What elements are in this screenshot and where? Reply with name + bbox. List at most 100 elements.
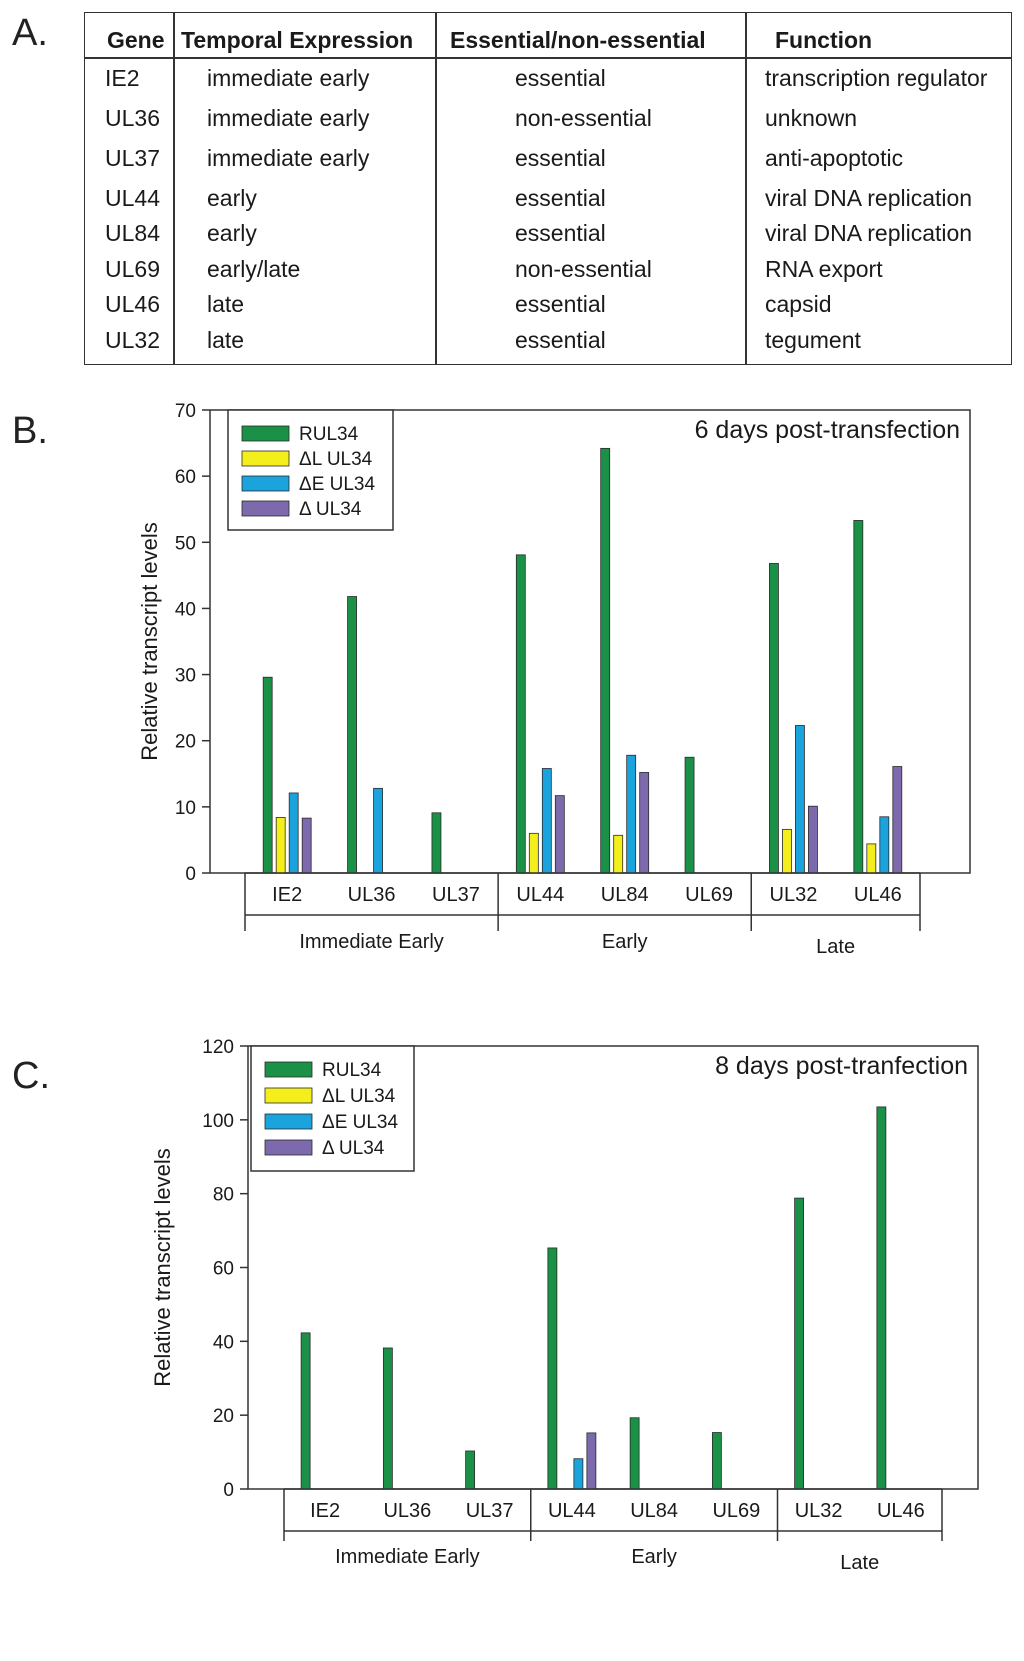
legend: RUL34 ΔL UL34 ΔE UL34 Δ UL34 bbox=[227, 409, 394, 531]
table-cell-temporal: early bbox=[207, 185, 257, 211]
group-label: Immediate Early bbox=[335, 1546, 480, 1568]
table-cell-essential: essential bbox=[515, 291, 606, 317]
legend-label: ΔE UL34 bbox=[299, 474, 375, 495]
group-label: Late bbox=[840, 1552, 879, 1574]
bar-RUL34-UL84 bbox=[600, 447, 611, 874]
y-tick-label: 30 bbox=[175, 666, 196, 687]
legend-label: RUL34 bbox=[299, 424, 359, 445]
bar-dL_UL34-UL44 bbox=[528, 832, 539, 874]
legend-label: Δ UL34 bbox=[299, 499, 362, 520]
bar-dE_UL34-UL32 bbox=[795, 725, 805, 874]
chart-6-days: 0 10 20 30 40 50 60 70 Relative transcript level… bbox=[137, 401, 971, 958]
legend-swatch-RUL34 bbox=[264, 1061, 313, 1078]
table-divider bbox=[435, 13, 437, 364]
legend-swatch-RUL34 bbox=[241, 425, 290, 442]
y-tick-label: 10 bbox=[175, 798, 196, 819]
table-cell-function: tegument bbox=[765, 327, 861, 353]
x-tick-label: UL32 bbox=[770, 884, 818, 906]
x-tick-label: UL36 bbox=[348, 884, 396, 906]
bar-RUL34-UL32 bbox=[769, 563, 779, 874]
table-cell-gene: UL32 bbox=[105, 327, 160, 353]
bar-RUL34-UL37 bbox=[431, 812, 442, 874]
y-tick-label: 40 bbox=[175, 599, 196, 620]
x-tick-label: UL46 bbox=[877, 1500, 925, 1522]
table-cell-function: viral DNA replication bbox=[765, 185, 973, 211]
bar-RUL34-UL69 bbox=[684, 756, 695, 874]
table-cell-temporal: immediate early bbox=[207, 105, 370, 131]
y-tick-label: 0 bbox=[185, 864, 196, 885]
bar-dL_UL34-UL46 bbox=[866, 843, 877, 874]
bar-dL_UL34-UL32 bbox=[782, 828, 792, 874]
table-header-rule bbox=[85, 57, 1011, 59]
legend: RUL34 ΔL UL34 ΔE UL34 Δ UL34 bbox=[250, 1045, 415, 1172]
y-axis-label: Relative transcript levels bbox=[150, 1148, 175, 1386]
bar-RUL34-UL46 bbox=[876, 1106, 887, 1490]
bar-dE_UL34-IE2 bbox=[288, 792, 299, 874]
legend-swatch-dL_UL34 bbox=[241, 450, 290, 467]
table-cell-gene: IE2 bbox=[105, 65, 140, 91]
bar-RUL34-UL84 bbox=[629, 1417, 640, 1490]
bar-d_UL34-IE2 bbox=[301, 817, 312, 874]
table-cell-temporal: early bbox=[207, 220, 257, 246]
x-tick-label: UL69 bbox=[712, 1500, 760, 1522]
table-cell-gene: UL44 bbox=[105, 185, 160, 211]
panel-label-a: A. bbox=[12, 12, 48, 54]
y-tick-label: 20 bbox=[175, 732, 196, 753]
x-tick-label: IE2 bbox=[310, 1500, 340, 1522]
table-cell-temporal: early/late bbox=[207, 256, 301, 282]
table-cell-temporal: immediate early bbox=[207, 145, 370, 171]
x-tick-label: IE2 bbox=[272, 884, 302, 906]
chart-title: 6 days post-transfection bbox=[695, 416, 960, 444]
x-tick-label: UL46 bbox=[854, 884, 902, 906]
table-header-function: Function bbox=[775, 27, 873, 53]
group-label: Late bbox=[816, 936, 855, 958]
chart-8-days: 0 20 40 60 80 100 120 Relative transcript level… bbox=[150, 1037, 979, 1574]
group-label: Immediate Early bbox=[299, 931, 444, 953]
table-cell-gene: UL36 bbox=[105, 105, 160, 131]
table-cell-function: viral DNA replication bbox=[765, 220, 973, 246]
table-header-essential: Essential/non-essential bbox=[450, 27, 706, 53]
y-tick-label: 70 bbox=[175, 401, 196, 422]
table-cell-function: RNA export bbox=[765, 256, 883, 282]
table-divider bbox=[173, 13, 175, 364]
y-tick-label: 0 bbox=[223, 1480, 234, 1501]
y-axis-label: Relative transcript levels bbox=[137, 522, 162, 760]
table-cell-essential: essential bbox=[515, 185, 606, 211]
table-cell-essential: non-essential bbox=[515, 256, 652, 282]
x-tick-label: UL37 bbox=[466, 1500, 514, 1522]
bar-RUL34-UL32 bbox=[794, 1197, 805, 1490]
table-cell-gene: UL37 bbox=[105, 145, 160, 171]
bar-dE_UL34-UL44 bbox=[541, 768, 552, 874]
table-header-gene: Gene bbox=[107, 27, 165, 53]
bar-dE_UL34-UL44 bbox=[573, 1458, 584, 1490]
bar-dL_UL34-UL84 bbox=[613, 834, 624, 874]
bar-dL_UL34-IE2 bbox=[275, 817, 286, 874]
table-cell-temporal: immediate early bbox=[207, 65, 370, 91]
bar-dE_UL34-UL84 bbox=[626, 754, 637, 874]
x-tick-label: UL36 bbox=[383, 1500, 431, 1522]
x-tick-label: UL44 bbox=[516, 884, 564, 906]
table-cell-function: unknown bbox=[765, 105, 858, 131]
y-tick-label: 80 bbox=[213, 1185, 234, 1206]
table-cell-gene: UL69 bbox=[105, 256, 160, 282]
legend-swatch-dL_UL34 bbox=[264, 1087, 313, 1104]
table-divider bbox=[745, 13, 747, 364]
bar-d_UL34-UL32 bbox=[808, 805, 818, 874]
legend-swatch-dE_UL34 bbox=[241, 475, 290, 492]
bar-d_UL34-UL44 bbox=[554, 795, 565, 874]
x-tick-label: UL37 bbox=[432, 884, 480, 906]
bar-RUL34-UL46 bbox=[853, 520, 864, 874]
y-tick-label: 50 bbox=[175, 533, 196, 554]
table-cell-temporal: late bbox=[207, 291, 245, 317]
gene-table: Gene Temporal Expression Essential/non-e… bbox=[84, 12, 1012, 365]
legend-swatch-d_UL34 bbox=[264, 1139, 313, 1156]
table-cell-essential: essential bbox=[515, 145, 606, 171]
table-header-temporal: Temporal Expression bbox=[181, 27, 414, 53]
table-cell-essential: non-essential bbox=[515, 105, 652, 131]
bar-dE_UL34-UL46 bbox=[879, 816, 890, 874]
y-tick-label: 60 bbox=[175, 467, 196, 488]
table-cell-temporal: late bbox=[207, 327, 245, 353]
y-tick-label: 120 bbox=[202, 1037, 234, 1058]
panel-label-c: C. bbox=[12, 1055, 50, 1097]
group-label: Early bbox=[602, 931, 648, 953]
